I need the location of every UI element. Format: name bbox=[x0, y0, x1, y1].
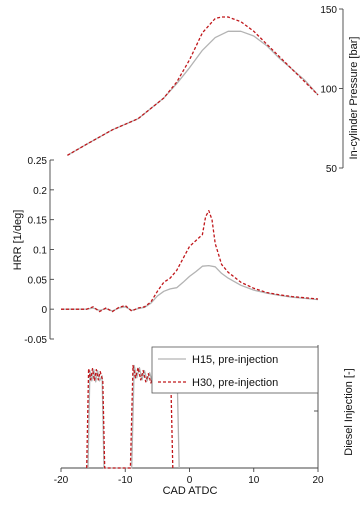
injection-panel: -20 -10 0 10 20 bbox=[54, 345, 324, 486]
xtick-label: -10 bbox=[118, 475, 133, 486]
hrr-ytick-label: -0.05 bbox=[24, 335, 47, 346]
hrr-ytick-label: 0.25 bbox=[28, 156, 48, 167]
hrr-series-h15 bbox=[61, 264, 319, 312]
xtick-label: 10 bbox=[248, 475, 260, 486]
pressure-ylabel: In-cylinder Pressure [bar] bbox=[348, 37, 360, 160]
xtick-label: 20 bbox=[312, 475, 324, 486]
pressure-series-h15 bbox=[67, 30, 319, 156]
hrr-ytick-label: 0.1 bbox=[33, 246, 47, 257]
pressure-panel: 50 100 150 bbox=[67, 5, 344, 175]
xtick-label: -20 bbox=[54, 475, 69, 486]
hrr-ylabel: HRR [1/deg] bbox=[12, 210, 24, 271]
xtick-label: 0 bbox=[187, 475, 193, 486]
hrr-ytick-label: 0.15 bbox=[28, 216, 48, 227]
hrr-ytick-label: 0.05 bbox=[28, 275, 48, 286]
legend: H15, pre-injection H30, pre-injection bbox=[151, 346, 319, 394]
hrr-ytick-label: 0.2 bbox=[33, 186, 47, 197]
injection-series-h30 bbox=[86, 364, 174, 469]
legend-label-h30: H30, pre-injection bbox=[192, 377, 278, 389]
hrr-panel: -0.05 0 0.05 0.1 0.15 0.2 0.25 bbox=[24, 156, 319, 346]
legend-label-h15: H15, pre-injection bbox=[192, 354, 278, 366]
hrr-ytick-label: 0 bbox=[41, 305, 47, 316]
injection-ylabel: Diesel Injection [-] bbox=[343, 368, 355, 455]
pressure-series-h30 bbox=[67, 16, 319, 156]
legend-box bbox=[151, 346, 319, 394]
pressure-ytick-label: 50 bbox=[326, 164, 338, 175]
hrr-series-h30 bbox=[61, 210, 319, 313]
pressure-ytick-label: 100 bbox=[320, 85, 337, 96]
pressure-ytick-label: 150 bbox=[320, 5, 337, 16]
x-axis-label: CAD ATDC bbox=[163, 485, 218, 497]
